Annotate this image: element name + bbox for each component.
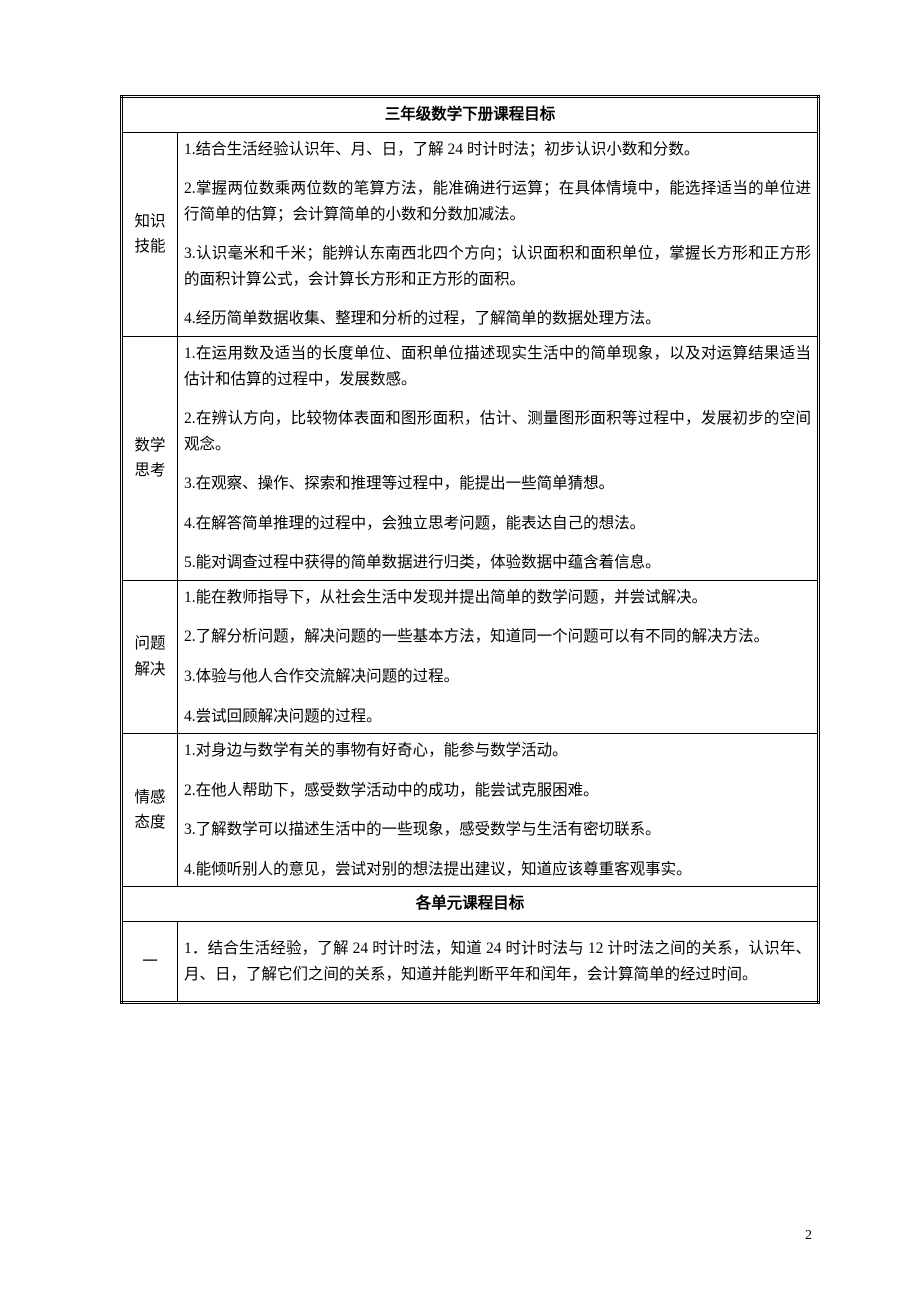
category-content: 1.在运用数及适当的长度单位、面积单位描述现实生活中的简单现象，以及对运算结果适… [178,336,819,580]
table-row: 三年级数学下册课程目标 [122,97,819,133]
category-content: 1.对身边与数学有关的事物有好奇心，能参与数学活动。 2.在他人帮助下，感受数学… [178,734,819,887]
unit-label: 一 [122,921,178,1002]
content-item: 4.能倾听别人的意见，尝试对别的想法提出建议，知道应该尊重客观事实。 [184,857,811,883]
content-item: 3.在观察、操作、探索和推理等过程中，能提出一些简单猜想。 [184,471,811,497]
main-title: 三年级数学下册课程目标 [122,97,819,133]
content-item: 3.体验与他人合作交流解决问题的过程。 [184,664,811,690]
content-item: 1.在运用数及适当的长度单位、面积单位描述现实生活中的简单现象，以及对运算结果适… [184,341,811,392]
page-number: 2 [805,1228,812,1244]
content-item: 4.尝试回顾解决问题的过程。 [184,704,811,730]
category-label: 数学思考 [122,336,178,580]
table-row: 一 1．结合生活经验，了解 24 时计时法，知道 24 时计时法与 12 计时法… [122,921,819,1002]
table-row: 问题解决 1.能在教师指导下，从社会生活中发现并提出简单的数学问题，并尝试解决。… [122,580,819,733]
content-item: 5.能对调查过程中获得的简单数据进行归类，体验数据中蕴含着信息。 [184,550,811,576]
category-label: 情感态度 [122,734,178,887]
content-item: 2.在辨认方向，比较物体表面和图形面积，估计、测量图形面积等过程中，发展初步的空… [184,406,811,457]
category-text: 情感态度 [134,789,165,832]
table-row: 知识技能 1.结合生活经验认识年、月、日，了解 24 时计时法；初步认识小数和分… [122,132,819,336]
unit-title: 各单元课程目标 [122,887,819,922]
content-item: 3.认识毫米和千米；能辨认东南西北四个方向；认识面积和面积单位，掌握长方形和正方… [184,241,811,292]
content-item: 1．结合生活经验，了解 24 时计时法，知道 24 时计时法与 12 计时法之间… [184,936,811,987]
category-label: 问题解决 [122,580,178,733]
table-row: 各单元课程目标 [122,887,819,922]
category-label: 知识技能 [122,132,178,336]
content-item: 4.在解答简单推理的过程中，会独立思考问题，能表达自己的想法。 [184,511,811,537]
document-page: 三年级数学下册课程目标 知识技能 1.结合生活经验认识年、月、日，了解 24 时… [0,0,920,1302]
unit-content: 1．结合生活经验，了解 24 时计时法，知道 24 时计时法与 12 计时法之间… [178,921,819,1002]
table-row: 数学思考 1.在运用数及适当的长度单位、面积单位描述现实生活中的简单现象，以及对… [122,336,819,580]
table-row: 情感态度 1.对身边与数学有关的事物有好奇心，能参与数学活动。 2.在他人帮助下… [122,734,819,887]
content-item: 2.掌握两位数乘两位数的笔算方法，能准确进行运算；在具体情境中，能选择适当的单位… [184,176,811,227]
content-item: 1.结合生活经验认识年、月、日，了解 24 时计时法；初步认识小数和分数。 [184,137,811,163]
content-item: 2.在他人帮助下，感受数学活动中的成功，能尝试克服困难。 [184,778,811,804]
content-item: 3.了解数学可以描述生活中的一些现象，感受数学与生活有密切联系。 [184,817,811,843]
category-text: 数学思考 [134,437,165,480]
content-item: 4.经历简单数据收集、整理和分析的过程，了解简单的数据处理方法。 [184,306,811,332]
category-content: 1.结合生活经验认识年、月、日，了解 24 时计时法；初步认识小数和分数。 2.… [178,132,819,336]
content-item: 1.对身边与数学有关的事物有好奇心，能参与数学活动。 [184,738,811,764]
category-text: 问题解决 [134,635,165,678]
content-item: 2.了解分析问题，解决问题的一些基本方法，知道同一个问题可以有不同的解决方法。 [184,624,811,650]
category-text: 知识技能 [134,213,165,256]
category-content: 1.能在教师指导下，从社会生活中发现并提出简单的数学问题，并尝试解决。 2.了解… [178,580,819,733]
content-item: 1.能在教师指导下，从社会生活中发现并提出简单的数学问题，并尝试解决。 [184,585,811,611]
curriculum-table: 三年级数学下册课程目标 知识技能 1.结合生活经验认识年、月、日，了解 24 时… [120,95,820,1004]
